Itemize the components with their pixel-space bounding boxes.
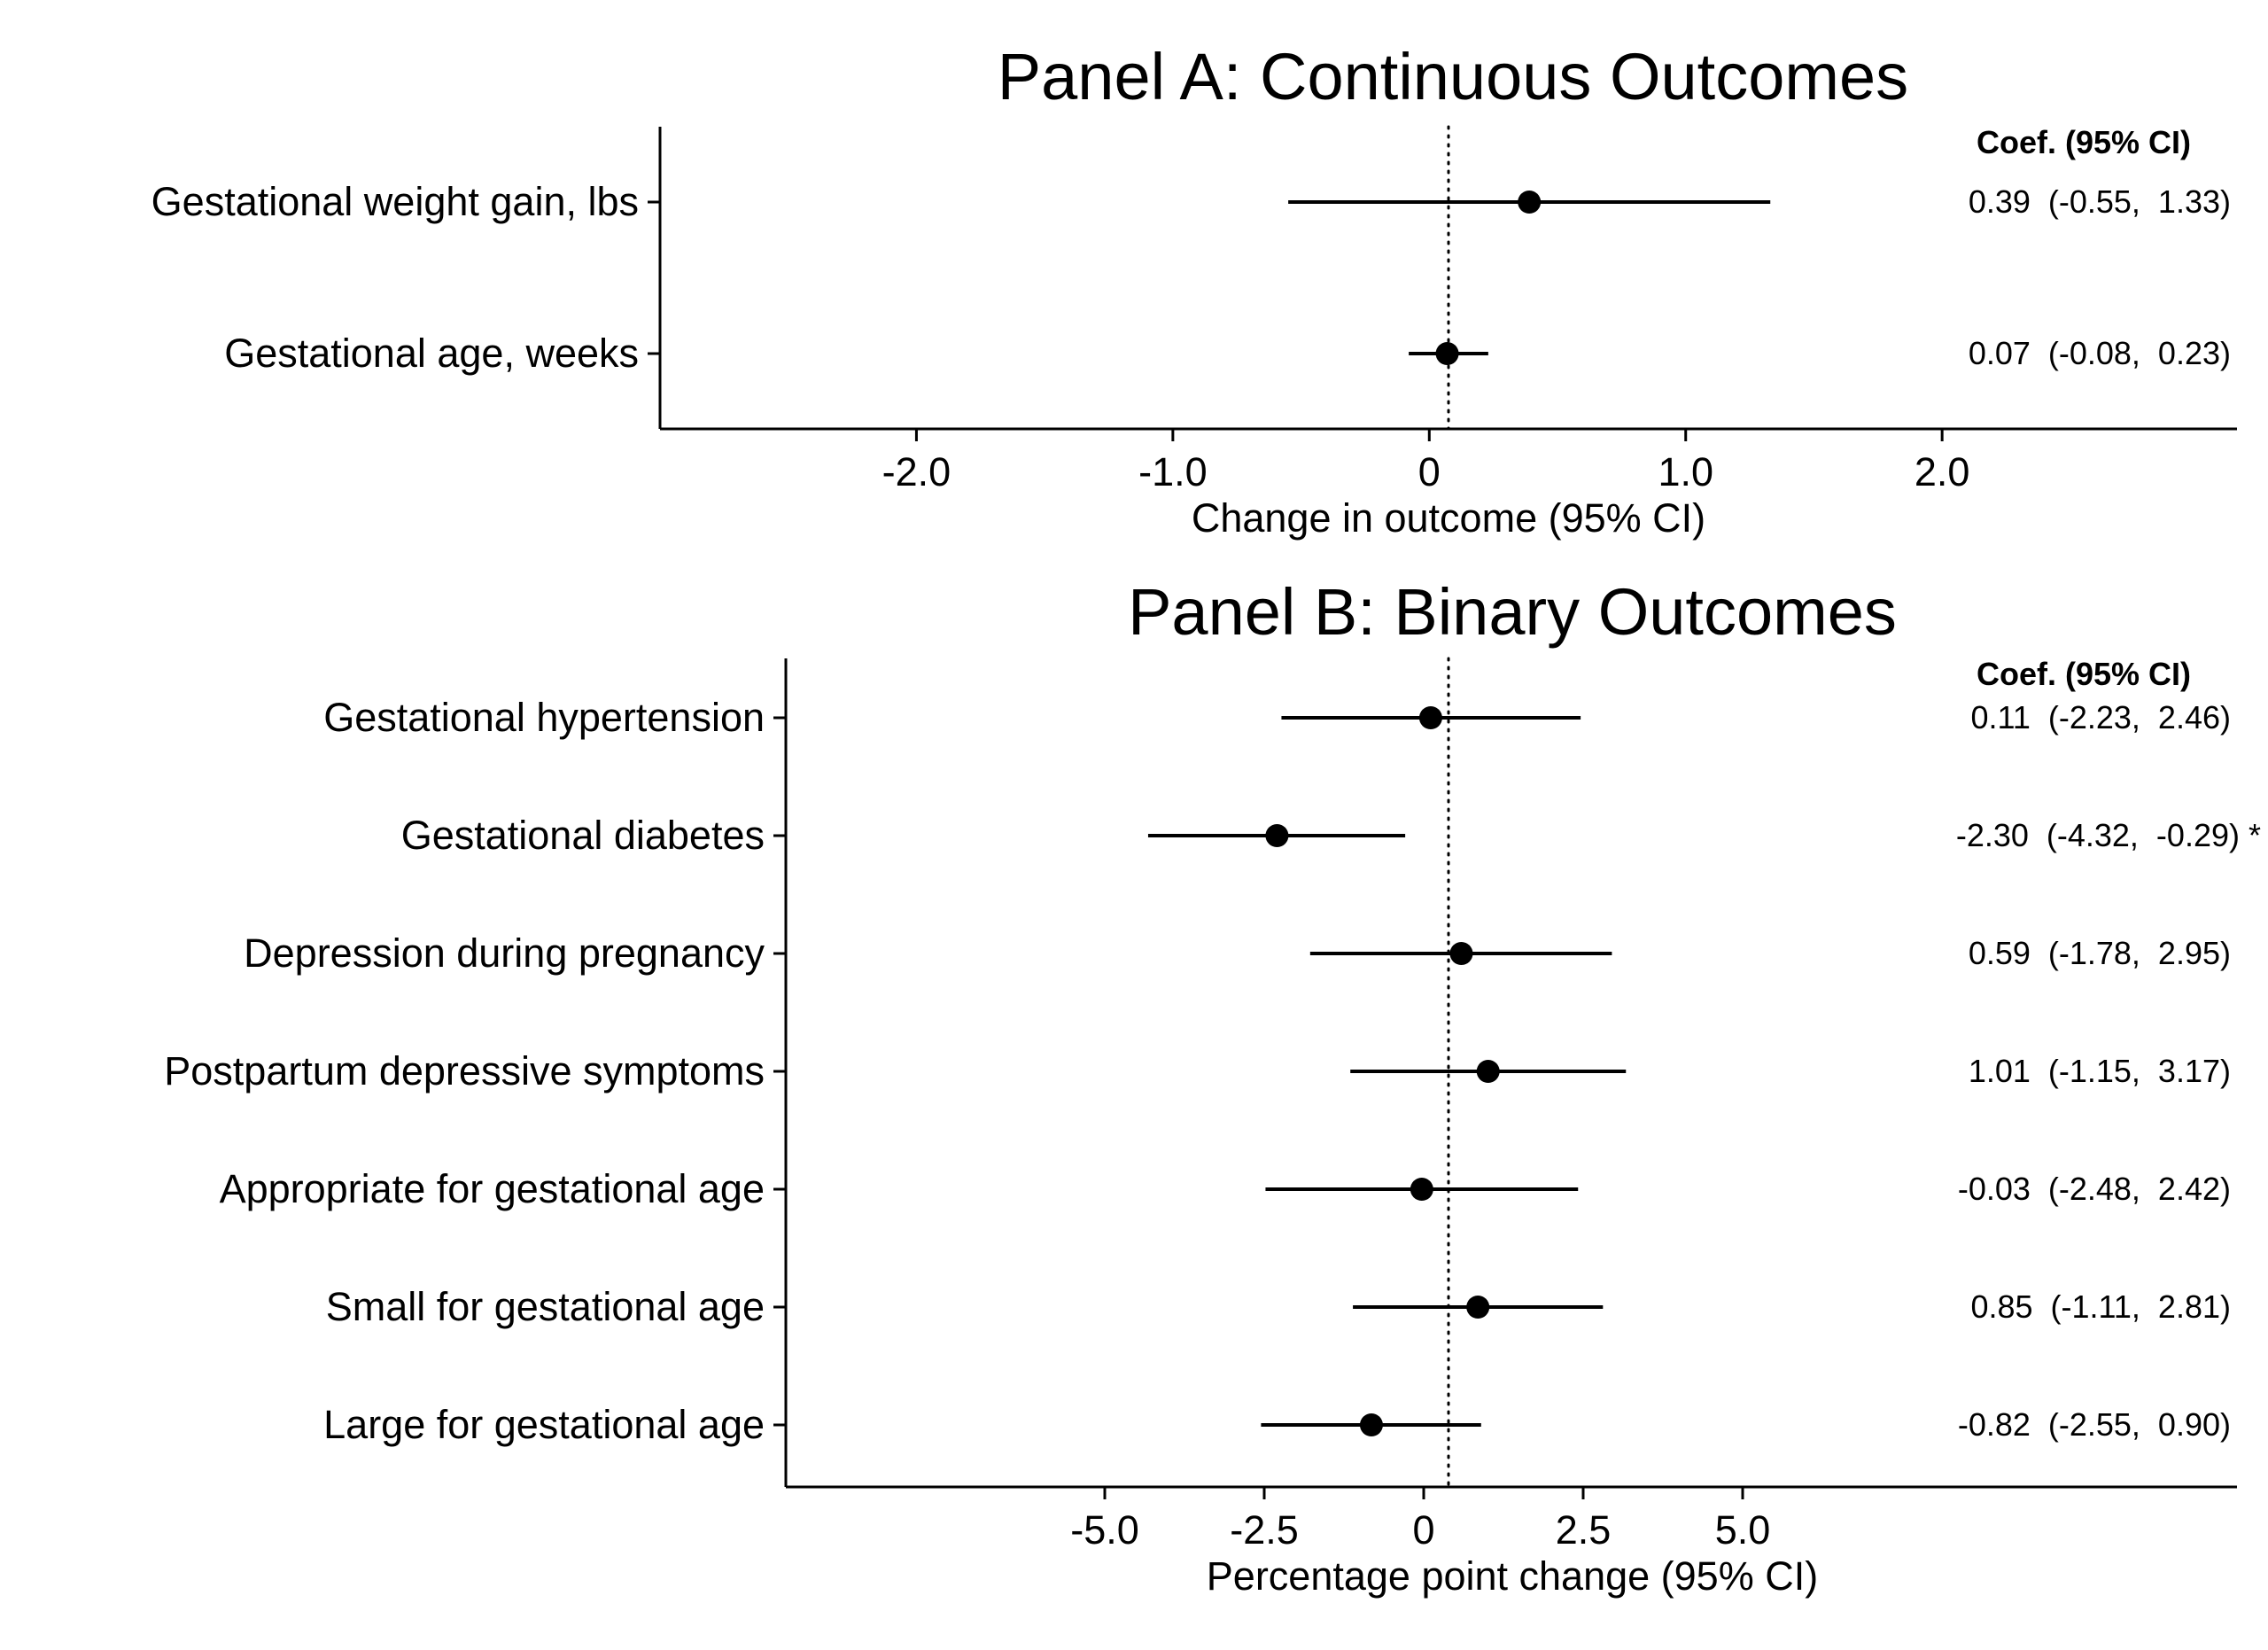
panel-a-coef-label: 0.07 (-0.08, 0.23): [1969, 335, 2231, 371]
panel-a-coef-label: 0.39 (-0.55, 1.33): [1969, 183, 2231, 220]
panel-b-estimate-point: [1359, 1413, 1383, 1436]
panel-b-coef-label: -2.30 (-4.32, -0.29) *: [1956, 817, 2261, 853]
panel-b-estimate-point: [1410, 1178, 1433, 1201]
panel-b-estimate-point: [1265, 824, 1289, 847]
panel-a-x-tick-label: -1.0: [1138, 449, 1208, 494]
panel-b-x-tick-label: 5.0: [1715, 1507, 1771, 1553]
panel-a-x-ticks: -2.0 -1.0 0 1.0 2.0: [882, 429, 1970, 494]
panel-b-x-axis-label: Percentage point change (95% CI): [1207, 1553, 1818, 1599]
panel-b-row: Depression during pregnancy 0.59 (-1.78, …: [244, 930, 2231, 976]
panel-b-category-label: Depression during pregnancy: [244, 930, 765, 976]
panel-b-x-tick-label: 2.5: [1556, 1507, 1612, 1553]
panel-b-row: Small for gestational age 0.85 (-1.11, 2.…: [326, 1284, 2231, 1329]
panel-b-category-label: Appropriate for gestational age: [220, 1166, 765, 1211]
panel-b-x-tick-label: -5.0: [1070, 1507, 1139, 1553]
panel-b-estimate-point: [1449, 942, 1473, 965]
panel-a-x-tick-label: 0: [1418, 449, 1441, 494]
panel-b-x-tick-label: -2.5: [1230, 1507, 1299, 1553]
panel-a-rows: Gestational weight gain, lbs 0.39 (-0.55,…: [151, 179, 2231, 376]
panel-b-category-label: Gestational hypertension: [323, 695, 765, 740]
panel-a-column-header: Coef. (95% CI): [1977, 124, 2191, 160]
panel-a-estimate-point: [1518, 191, 1542, 214]
panel-b-category-label: Small for gestational age: [326, 1284, 765, 1329]
panel-b-category-label: Postpartum depressive symptoms: [164, 1048, 765, 1094]
panel-b-column-header: Coef. (95% CI): [1977, 656, 2191, 692]
panel-b-coef-label: 0.59 (-1.78, 2.95): [1969, 935, 2231, 971]
panel-a-x-tick-label: 1.0: [1658, 449, 1713, 494]
panel-b-coef-label: -0.03 (-2.48, 2.42): [1958, 1171, 2231, 1207]
panel-b-title: Panel B: Binary Outcomes: [1128, 575, 1897, 649]
panel-b-row: Appropriate for gestational age -0.03 (-2…: [220, 1166, 2231, 1211]
panel-b-row: Large for gestational age -0.82 (-2.55, 0…: [323, 1402, 2231, 1447]
panel-b-binary-outcomes: Panel B: Binary Outcomes Coef. (95% CI) …: [164, 575, 2261, 1599]
panel-b-coef-label: 0.11 (-2.23, 2.46): [1970, 699, 2231, 735]
panel-a-estimate-point: [1435, 342, 1459, 365]
panel-b-category-label: Large for gestational age: [323, 1402, 765, 1447]
panel-a-x-axis-label: Change in outcome (95% CI): [1192, 495, 1705, 541]
panel-b-coef-label: 1.01 (-1.15, 3.17): [1969, 1053, 2231, 1089]
panel-b-row: Postpartum depressive symptoms 1.01 (-1.1…: [164, 1048, 2231, 1094]
panel-b-coef-label: 0.85 (-1.11, 2.81): [1970, 1288, 2231, 1325]
panel-a-x-tick-label: 2.0: [1915, 449, 1970, 494]
panel-b-coef-label: -0.82 (-2.55, 0.90): [1958, 1406, 2231, 1443]
panel-a-row: Gestational weight gain, lbs 0.39 (-0.55,…: [151, 179, 2231, 224]
panel-b-rows: Gestational hypertension 0.11 (-2.23, 2.4…: [164, 695, 2261, 1447]
panel-a-row: Gestational age, weeks 0.07 (-0.08, 0.23): [224, 331, 2231, 376]
panel-b-x-ticks: -5.0 -2.5 0 2.5 5.0: [1070, 1487, 1770, 1553]
panel-b-x-tick-label: 0: [1412, 1507, 1434, 1553]
panel-b-estimate-point: [1466, 1296, 1490, 1319]
panel-b-row: Gestational hypertension 0.11 (-2.23, 2.4…: [323, 695, 2231, 740]
panel-b-row: Gestational diabetes -2.30 (-4.32, -0.29)…: [401, 813, 2261, 858]
panel-a-category-label: Gestational age, weeks: [224, 331, 639, 376]
panel-b-category-label: Gestational diabetes: [401, 813, 765, 858]
panel-a-category-label: Gestational weight gain, lbs: [151, 179, 639, 224]
panel-a-continuous-outcomes: Panel A: Continuous Outcomes Coef. (95% …: [151, 40, 2237, 541]
panel-b-estimate-point: [1418, 706, 1442, 729]
panel-a-title: Panel A: Continuous Outcomes: [998, 40, 1908, 113]
panel-b-estimate-point: [1476, 1060, 1500, 1083]
panel-a-x-tick-label: -2.0: [882, 449, 951, 494]
